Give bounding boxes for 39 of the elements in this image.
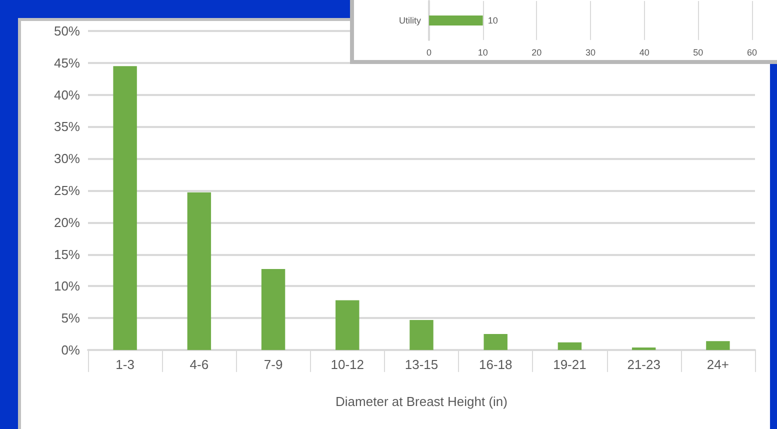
- x-tick-label: 13-15: [404, 357, 438, 372]
- y-tick-label: 40%: [54, 87, 80, 102]
- y-tick-label: 25%: [54, 183, 80, 198]
- x-tick-label: 19-21: [553, 357, 586, 372]
- y-tick-label: 35%: [54, 119, 80, 134]
- x-tick-label: 24+: [706, 357, 729, 372]
- bar: [410, 320, 434, 350]
- bar: [632, 347, 656, 350]
- y-tick-label: 10%: [54, 278, 80, 294]
- bar: [336, 300, 360, 350]
- x-axis-title: Diameter at Breast Height (in): [336, 394, 508, 409]
- x-tick-label: 50: [693, 48, 704, 58]
- y-tick-label: 5%: [61, 310, 80, 326]
- data-label: 10: [488, 16, 498, 26]
- y-tick-label: 0%: [61, 342, 80, 358]
- x-tick-label: 0: [426, 48, 432, 58]
- bar: [706, 341, 730, 350]
- y-tick-label: Utility: [399, 16, 422, 26]
- y-tick-label: 20%: [54, 214, 80, 230]
- x-tick-label: 1-3: [116, 357, 134, 372]
- bar: [187, 192, 212, 350]
- y-tick-label: 50%: [54, 24, 80, 38]
- y-tick-label: 15%: [54, 246, 80, 262]
- x-tick-label: 16-18: [478, 357, 512, 372]
- x-tick-label: 40: [639, 48, 650, 58]
- x-tick-label: 20: [532, 48, 542, 58]
- bar: [113, 66, 137, 350]
- x-tick-label: 10-12: [330, 357, 364, 372]
- x-tick-label: 4-6: [190, 357, 209, 372]
- y-tick-label: 30%: [54, 151, 80, 166]
- x-tick-label: 21-23: [627, 357, 660, 372]
- bar: [261, 268, 286, 350]
- bar: [558, 342, 582, 350]
- y-tick-label: 45%: [54, 55, 80, 70]
- x-tick-label: 10: [478, 48, 488, 58]
- x-tick-label: 30: [585, 48, 596, 58]
- bar: [484, 334, 508, 350]
- x-tick-label: 60: [746, 48, 758, 58]
- x-tick-label: 7-9: [264, 357, 283, 372]
